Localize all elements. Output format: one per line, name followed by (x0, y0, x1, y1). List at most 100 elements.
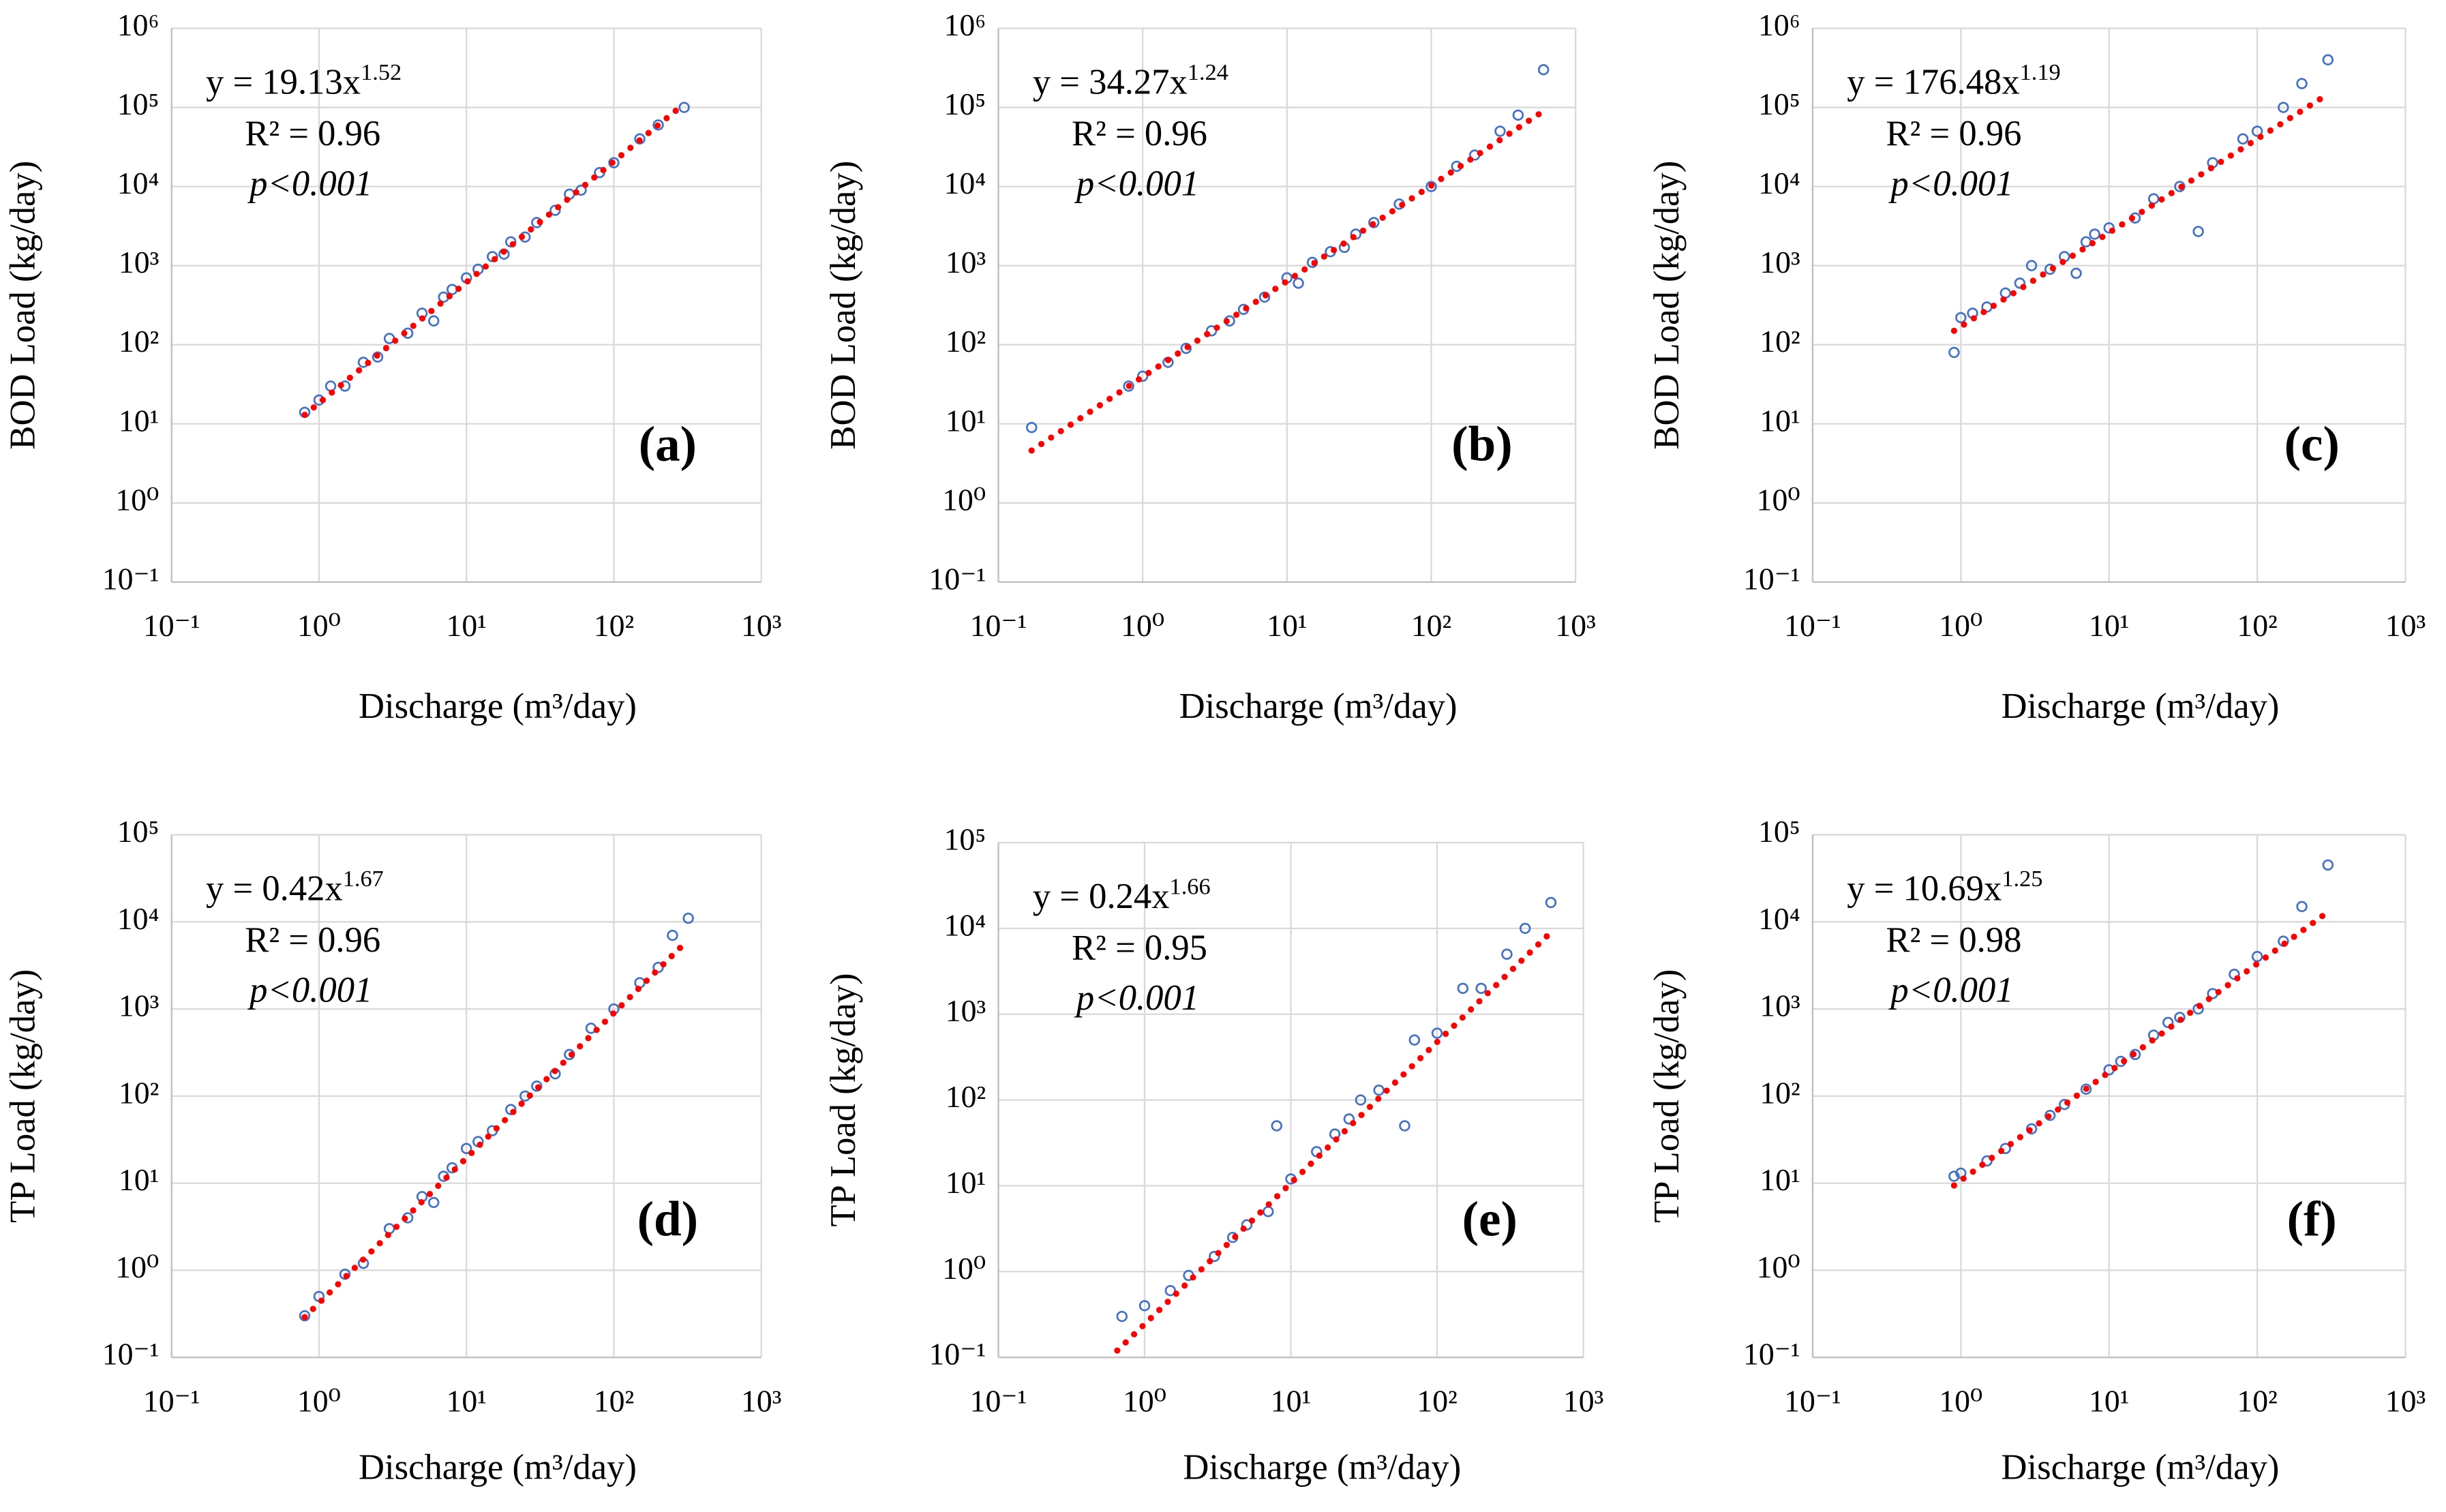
r-squared: R² = 0.98 (1886, 920, 2022, 960)
y-axis-label: BOD Load (kg/day) (1647, 161, 1687, 450)
x-tick-label: 10² (2237, 1383, 2277, 1418)
equation: y = 10.69x1.25 (1847, 866, 2042, 909)
data-point (1999, 287, 2012, 299)
y-tick-label: 10³ (1760, 988, 1800, 1023)
y-tick-label: 10⁻¹ (929, 561, 986, 596)
data-point (2192, 226, 2204, 237)
x-tick-label: 10⁻¹ (970, 608, 1027, 643)
x-tick-label: 10⁰ (1123, 1383, 1166, 1418)
data-point (608, 157, 620, 168)
data-point (667, 929, 678, 941)
y-tick-label: 10⁵ (943, 87, 986, 121)
data-point (1026, 421, 1038, 434)
panel-label: (e) (1462, 1192, 1518, 1247)
p-value: p<0.001 (247, 164, 372, 203)
panel-label: (f) (2287, 1192, 2337, 1247)
equation: y = 176.48x1.19 (1847, 59, 2060, 102)
y-tick-label: 10⁻¹ (1743, 1337, 1800, 1372)
y-tick-label: 10¹ (1760, 403, 1800, 438)
y-axis-label: TP Load (kg/day) (1647, 969, 1687, 1223)
y-tick-label: 10⁰ (1757, 1250, 1800, 1284)
trendline (1950, 95, 2325, 334)
data-point (1164, 1284, 1177, 1297)
data-point (634, 977, 646, 988)
y-tick-label: 10⁶ (117, 7, 160, 42)
data-point (2296, 901, 2308, 913)
data-point (2147, 193, 2160, 205)
y-tick-label: 10¹ (946, 403, 986, 438)
y-tick-label: 10⁵ (1758, 814, 1800, 849)
panel: 10⁻¹ 10⁰ 10¹ 10² 10³ 10⁻¹ 10⁰ 10¹ 10² 10³ 10⁴ 10⁵ 10… (3, 7, 781, 726)
equation-main: y = 19.13x (206, 63, 361, 102)
y-tick-label: 10⁴ (943, 907, 986, 942)
data-point (1399, 1120, 1410, 1132)
data-point (2322, 859, 2334, 871)
y-tick-label: 10⁵ (117, 814, 160, 849)
equation-exponent: 1.66 (1170, 874, 1211, 900)
panel-label: (d) (637, 1192, 699, 1247)
panel: 10⁻¹ 10⁰ 10¹ 10² 10³ 10⁻¹ 10⁰ 10¹ 10² 10³ 10⁴ 10⁵ 10… (1647, 7, 2426, 726)
x-tick-label: 10² (2237, 608, 2277, 643)
data-point (531, 1080, 543, 1092)
data-point (2025, 260, 2038, 271)
y-tick-label: 10⁻¹ (929, 1337, 986, 1372)
data-point (2070, 267, 2082, 279)
data-point (2322, 54, 2334, 65)
equation-exponent: 1.19 (2020, 59, 2061, 85)
x-tick-label: 10⁻¹ (970, 1383, 1027, 1418)
p-value: p<0.001 (1888, 970, 2013, 1010)
data-point (2251, 125, 2263, 137)
x-tick-label: 10⁻¹ (143, 608, 200, 643)
y-tick-label: 10⁴ (943, 166, 986, 200)
data-point (2296, 78, 2308, 89)
x-tick-label: 10³ (741, 608, 781, 643)
y-tick-label: 10¹ (946, 1165, 986, 1200)
x-tick-label: 10¹ (446, 608, 486, 643)
panel-label: (a) (639, 416, 697, 471)
r-squared: R² = 0.95 (1072, 928, 1207, 968)
y-tick-label: 10¹ (119, 403, 159, 438)
y-tick-label: 10⁰ (942, 482, 986, 517)
y-tick-label: 10⁴ (117, 166, 160, 200)
y-tick-label: 10³ (119, 245, 159, 279)
x-tick-label: 10³ (1555, 608, 1595, 643)
data-point (1343, 1113, 1355, 1125)
x-axis-label: Discharge (m³/day) (359, 686, 637, 726)
data-point (652, 119, 664, 131)
p-value: p<0.001 (247, 970, 372, 1010)
y-tick-label: 10¹ (119, 1162, 159, 1197)
equation-main: y = 10.69x (1847, 869, 2002, 909)
y-tick-label: 10³ (1760, 245, 1800, 279)
panel-label: (c) (2284, 416, 2340, 471)
data-point (2162, 1016, 2174, 1029)
x-axis-label: Discharge (m³/day) (1183, 1448, 1461, 1487)
x-tick-label: 10² (594, 1383, 634, 1418)
y-tick-label: 10⁵ (1758, 87, 1800, 121)
equation-main: y = 0.42x (206, 869, 343, 909)
x-tick-label: 10³ (1563, 1383, 1603, 1418)
x-tick-label: 10¹ (446, 1383, 486, 1418)
panel: 10⁻¹ 10⁰ 10¹ 10² 10³ 10⁻¹ 10⁰ 10¹ 10² 10³ 10⁴ 10⁵ y … (3, 814, 781, 1487)
data-point (505, 1104, 517, 1115)
y-tick-label: 10⁰ (1757, 482, 1800, 517)
x-tick-label: 10⁰ (297, 608, 341, 643)
y-tick-label: 10⁻¹ (102, 561, 160, 596)
equation: y = 34.27x1.24 (1033, 59, 1228, 102)
equation: y = 0.24x1.66 (1033, 874, 1211, 917)
y-tick-label: 10⁰ (115, 1250, 159, 1284)
data-point (299, 1310, 311, 1322)
y-axis-label: TP Load (kg/day) (3, 969, 42, 1223)
data-point (1263, 1206, 1274, 1218)
y-tick-label: 10⁴ (1758, 901, 1800, 936)
p-value: p<0.001 (1074, 978, 1199, 1018)
data-point (2103, 222, 2115, 234)
y-tick-label: 10² (946, 324, 986, 359)
data-point (1519, 922, 1531, 935)
data-point (427, 1196, 440, 1209)
x-tick-label: 10⁰ (1121, 608, 1164, 643)
data-point (1368, 217, 1380, 228)
panel: 10⁻¹ 10⁰ 10¹ 10² 10³ 10⁻¹ 10⁰ 10¹ 10² 10³ 10⁴ 10⁵ y … (824, 821, 1603, 1487)
x-axis-label: Discharge (m³/day) (1179, 686, 1458, 726)
y-tick-label: 10⁴ (117, 901, 160, 936)
data-point (1545, 896, 1557, 909)
